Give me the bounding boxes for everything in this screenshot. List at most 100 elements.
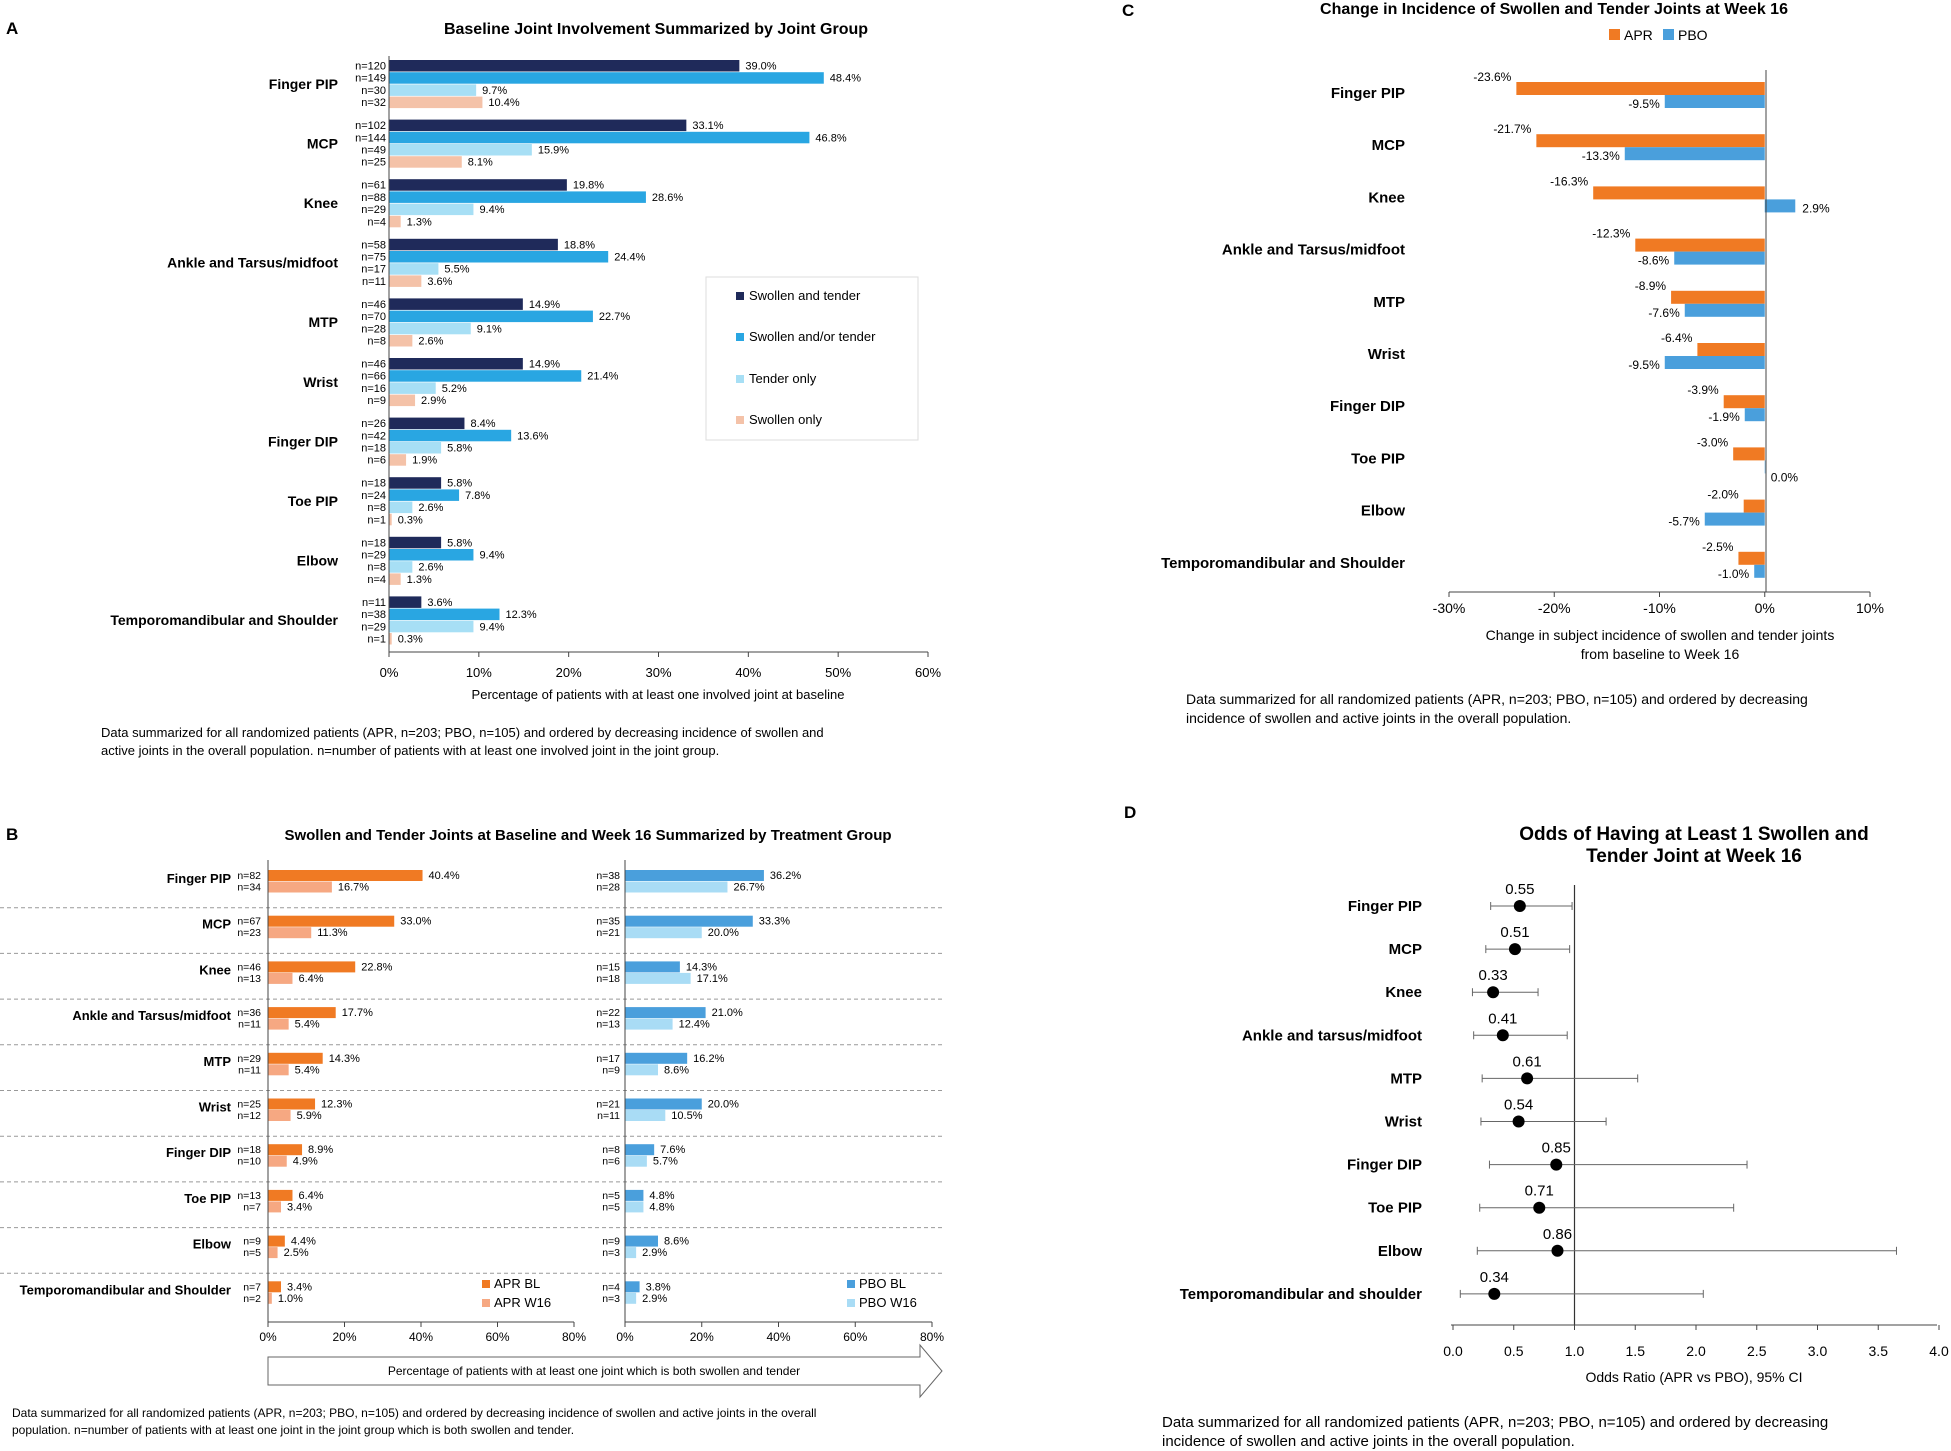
d-point-wrist bbox=[1512, 1115, 1525, 1128]
panel-b-pbo-legend: PBO BL PBO W16 bbox=[847, 1276, 917, 1310]
legend-swatch-apr-bl bbox=[482, 1280, 490, 1288]
b-n-label: n=11 bbox=[597, 1110, 620, 1122]
b-bar-pbo-w16-mcp bbox=[625, 927, 702, 939]
b-value-label: 8.6% bbox=[664, 1064, 689, 1076]
b-n-label: n=25 bbox=[237, 1099, 261, 1111]
b-value-label: 36.2% bbox=[770, 870, 801, 882]
b-value-label: 5.7% bbox=[653, 1156, 678, 1168]
c-value-label: -6.4% bbox=[1661, 331, 1693, 345]
legend-label-apr: APR bbox=[1624, 27, 1653, 43]
a-n-label: n=17 bbox=[361, 264, 386, 276]
panel-c-x-label-line-1: Change in subject incidence of swollen a… bbox=[1486, 627, 1835, 643]
a-x-tick-label: 0% bbox=[380, 665, 399, 680]
b-x-tick-label: 60% bbox=[485, 1330, 509, 1344]
panel-d-footnote-line-2: incidence of swollen and active joints i… bbox=[1162, 1433, 1575, 1450]
legend-swatch-swollen-only bbox=[736, 416, 744, 424]
d-point-toe-pip bbox=[1533, 1201, 1546, 1214]
legend-label-apr-bl: APR BL bbox=[494, 1276, 540, 1291]
legend-swatch-pbo bbox=[1663, 29, 1674, 40]
b-bar-apr-bl-mtp bbox=[268, 1052, 323, 1064]
d-point-mcp bbox=[1508, 943, 1521, 956]
d-value-label: 0.61 bbox=[1513, 1053, 1542, 1070]
panel-d-x-label: Odds Ratio (APR vs PBO), 95% CI bbox=[1585, 1369, 1802, 1385]
c-value-label: -8.9% bbox=[1635, 279, 1667, 293]
b-bar-apr-w16-mtp bbox=[268, 1064, 289, 1076]
panel-a-legend: Swollen and tender Swollen and/or tender… bbox=[705, 276, 919, 441]
c-category-mcp: MCP bbox=[1372, 137, 1405, 154]
c-value-label: -16.3% bbox=[1550, 174, 1588, 188]
b-bar-apr-bl-temporomandibular-and-shoulder bbox=[268, 1281, 282, 1293]
b-bar-apr-w16-finger-pip bbox=[268, 881, 332, 893]
b-n-label: n=17 bbox=[596, 1053, 620, 1065]
b-n-label: n=8 bbox=[602, 1144, 620, 1156]
b-n-label: n=11 bbox=[238, 1019, 261, 1031]
a-n-label: n=18 bbox=[361, 537, 386, 549]
b-value-label: 16.2% bbox=[693, 1053, 724, 1065]
b-value-label: 8.9% bbox=[308, 1144, 333, 1156]
b-value-label: 3.8% bbox=[646, 1281, 671, 1293]
b-value-label: 11.3% bbox=[317, 927, 348, 939]
b-n-label: n=2 bbox=[243, 1293, 261, 1305]
b-value-label: 4.8% bbox=[649, 1190, 674, 1202]
legend-swatch-apr bbox=[1609, 29, 1620, 40]
a-n-label: n=58 bbox=[361, 239, 386, 251]
d-category-mcp: MCP bbox=[1389, 941, 1422, 958]
a-category-temporomandibular-and-shoulder: Temporomandibular and Shoulder bbox=[110, 612, 338, 628]
b-n-label: n=18 bbox=[596, 973, 620, 985]
d-x-tick-label: 2.5 bbox=[1747, 1343, 1767, 1359]
a-bar-tender-only-finger-pip bbox=[389, 84, 477, 96]
b-bar-apr-w16-elbow bbox=[268, 1247, 278, 1259]
panel-d-title-line-1: Odds of Having at Least 1 Swollen and bbox=[1519, 824, 1868, 845]
b-n-label: n=13 bbox=[237, 1190, 261, 1202]
legend-label-swollen-only: Swollen only bbox=[749, 412, 822, 427]
a-bar-swollen-and-or-tender-wrist bbox=[389, 370, 582, 382]
a-x-tick-label: 40% bbox=[735, 665, 761, 680]
a-value-label: 9.4% bbox=[479, 550, 504, 562]
a-value-label: 1.3% bbox=[407, 216, 432, 228]
b-n-label: n=38 bbox=[596, 870, 620, 882]
a-bar-swollen-and-or-tender-temporomandibular-and-shoulder bbox=[389, 608, 500, 621]
b-value-label: 5.9% bbox=[297, 1110, 322, 1122]
b-bar-apr-w16-temporomandibular-and-shoulder bbox=[268, 1292, 272, 1304]
a-x-tick-label: 10% bbox=[466, 665, 492, 680]
b-n-label: n=13 bbox=[237, 973, 261, 985]
d-value-label: 0.55 bbox=[1505, 881, 1534, 898]
a-category-toe-pip: Toe PIP bbox=[288, 493, 338, 509]
b-bar-apr-bl-finger-pip bbox=[268, 870, 423, 881]
d-value-label: 0.71 bbox=[1525, 1183, 1554, 1200]
b-value-label: 17.7% bbox=[342, 1007, 373, 1019]
b-value-label: 6.4% bbox=[298, 973, 323, 985]
b-bar-pbo-bl-toe-pip bbox=[625, 1189, 644, 1201]
a-value-label: 2.6% bbox=[418, 562, 443, 574]
b-bar-apr-bl-wrist bbox=[268, 1098, 316, 1110]
c-value-label: -7.6% bbox=[1648, 306, 1680, 320]
d-category-temporomandibular-and-shoulder: Temporomandibular and shoulder bbox=[1180, 1286, 1422, 1303]
a-bar-tender-only-wrist bbox=[389, 382, 436, 394]
a-value-label: 3.6% bbox=[427, 597, 452, 609]
a-x-tick-label: 60% bbox=[915, 665, 941, 680]
a-value-label: 2.9% bbox=[421, 395, 446, 407]
b-value-label: 7.6% bbox=[660, 1144, 685, 1156]
b-value-label: 20.0% bbox=[708, 1099, 739, 1111]
a-n-label: n=46 bbox=[361, 299, 386, 311]
c-x-tick-label: 0% bbox=[1755, 600, 1775, 616]
a-value-label: 19.8% bbox=[573, 180, 604, 192]
c-bar-pbo-wrist bbox=[1664, 356, 1765, 369]
a-value-label: 10.4% bbox=[488, 97, 519, 109]
b-bar-pbo-bl-ankle-and-tarsus-midfoot bbox=[625, 1007, 706, 1019]
c-bar-apr-mtp bbox=[1671, 290, 1765, 304]
panel-c: C Change in Incidence of Swollen and Ten… bbox=[1122, 1, 1884, 726]
b-value-label: 2.9% bbox=[642, 1293, 667, 1305]
a-bar-swollen-only-finger-pip bbox=[389, 96, 483, 109]
d-category-finger-dip: Finger DIP bbox=[1347, 1157, 1422, 1174]
b-category-finger-pip: Finger PIP bbox=[167, 871, 232, 886]
b-value-label: 33.0% bbox=[400, 916, 431, 928]
a-n-label: n=144 bbox=[355, 132, 386, 144]
a-bar-tender-only-temporomandibular-and-shoulder bbox=[389, 620, 474, 633]
b-x-tick-label: 60% bbox=[843, 1330, 867, 1344]
b-bar-apr-w16-finger-dip bbox=[268, 1155, 287, 1167]
a-value-label: 46.8% bbox=[815, 132, 846, 144]
b-value-label: 33.3% bbox=[759, 916, 790, 928]
a-bar-swollen-and-tender-mtp bbox=[389, 298, 523, 310]
c-value-label: -2.5% bbox=[1702, 540, 1734, 554]
